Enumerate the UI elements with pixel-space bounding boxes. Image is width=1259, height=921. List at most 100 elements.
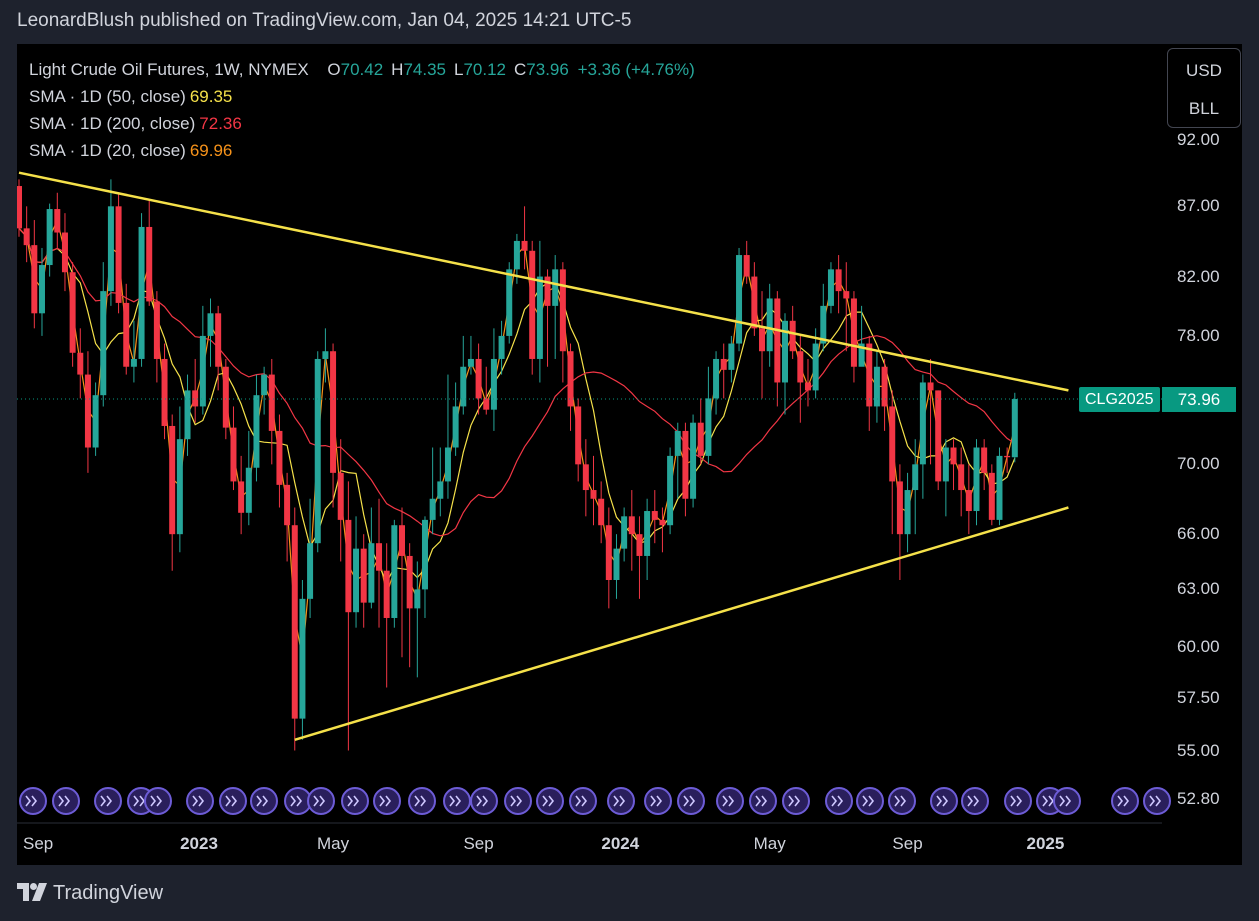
event-marker-icon[interactable] (1053, 787, 1081, 815)
currency-unit-box[interactable]: USD BLL (1167, 48, 1241, 128)
candle (23, 206, 30, 263)
candle-body (605, 525, 612, 581)
candle (506, 262, 513, 344)
candle-body (421, 519, 428, 590)
candle (360, 534, 367, 628)
candle (84, 351, 91, 473)
candle (904, 472, 911, 553)
candle (713, 351, 720, 415)
event-marker-icon[interactable] (94, 787, 122, 815)
candle (238, 455, 245, 535)
price-tick-label: 92.00 (1177, 130, 1220, 149)
candle-body (130, 358, 137, 367)
candle (965, 464, 972, 535)
event-marker-icon[interactable] (644, 787, 672, 815)
candle-body (161, 358, 168, 426)
candle-body (927, 382, 934, 391)
event-marker-icon[interactable] (504, 787, 532, 815)
event-marker-icon[interactable] (144, 787, 172, 815)
event-marker-icon[interactable] (749, 787, 777, 815)
event-marker-icon[interactable] (961, 787, 989, 815)
candle (38, 247, 45, 336)
candle-body (169, 425, 176, 535)
candle (981, 439, 988, 491)
candle-body (850, 298, 857, 367)
candle (184, 374, 191, 456)
event-marker-icon[interactable] (1111, 787, 1139, 815)
event-marker-icon[interactable] (250, 787, 278, 815)
event-marker-icon[interactable] (607, 787, 635, 815)
candle (797, 335, 804, 423)
trendline-upper[interactable] (18, 171, 1069, 392)
candle-body (950, 447, 957, 465)
candle-body (391, 525, 398, 618)
event-marker-icon[interactable] (825, 787, 853, 815)
indicator-row[interactable]: SMA · 1D (200, close) 72.36 (29, 110, 695, 137)
candle-body (1004, 455, 1011, 458)
event-marker-icon[interactable] (930, 787, 958, 815)
event-marker-icon[interactable] (470, 787, 498, 815)
ohlc-value: 74.35 (403, 60, 446, 79)
price-chart[interactable] (17, 44, 1242, 865)
candle (835, 255, 842, 314)
event-marker-icon[interactable] (307, 787, 335, 815)
candle-body (238, 481, 245, 513)
candle (973, 439, 980, 526)
candles (17, 179, 1018, 751)
candle (674, 422, 681, 499)
event-marker-icon[interactable] (677, 787, 705, 815)
candle-body (475, 358, 482, 399)
tradingview-logo[interactable]: TradingView (17, 882, 163, 905)
event-marker-icon[interactable] (569, 787, 597, 815)
sma-20-line (18, 218, 1016, 658)
candle-body (153, 301, 160, 359)
event-marker-icon[interactable] (373, 787, 401, 815)
candle-body (376, 543, 383, 571)
event-marker-icon[interactable] (888, 787, 916, 815)
indicator-row[interactable]: SMA · 1D (20, close) 69.96 (29, 137, 695, 164)
event-marker-icon[interactable] (341, 787, 369, 815)
event-markers[interactable] (19, 787, 1171, 815)
event-marker-icon[interactable] (536, 787, 564, 815)
candle-body (31, 245, 38, 314)
event-marker-icon[interactable] (716, 787, 744, 815)
candle-body (360, 548, 367, 603)
candle-body (889, 406, 896, 482)
candle (406, 543, 413, 668)
event-marker-icon[interactable] (856, 787, 884, 815)
candle-body (215, 313, 222, 367)
event-marker-icon[interactable] (443, 787, 471, 815)
candle (881, 358, 888, 431)
chart-pane[interactable]: Light Crude Oil Futures, 1W, NYMEX O70.4… (17, 44, 1242, 865)
event-marker-icon[interactable] (186, 787, 214, 815)
price-tick-label: 87.00 (1177, 196, 1220, 216)
candle-body (506, 269, 513, 336)
symbol-title[interactable]: Light Crude Oil Futures, 1W, NYMEX (29, 60, 309, 79)
event-marker-icon[interactable] (219, 787, 247, 815)
candle (383, 543, 390, 688)
candle (61, 213, 68, 292)
event-marker-icon[interactable] (19, 787, 47, 815)
candle (368, 507, 375, 609)
indicator-row[interactable]: SMA · 1D (50, close) 69.35 (29, 83, 695, 110)
symbol-price-tag: CLG2025 (1079, 387, 1160, 413)
candle (284, 472, 291, 562)
candle (153, 291, 160, 383)
ohlc-value: 70.42 (340, 60, 384, 79)
event-marker-icon[interactable] (782, 787, 810, 815)
unit-label[interactable]: BLL (1188, 99, 1220, 118)
event-marker-icon[interactable] (1004, 787, 1032, 815)
candle-body (919, 382, 926, 465)
candle-body (46, 209, 53, 266)
event-marker-icon[interactable] (1143, 787, 1171, 815)
candle-body (414, 589, 421, 609)
trendline-lower[interactable] (294, 506, 1069, 742)
candle (130, 320, 137, 383)
currency-label[interactable]: USD (1186, 61, 1222, 80)
event-marker-icon[interactable] (408, 787, 436, 815)
candle-body (498, 335, 505, 359)
candle-body (782, 320, 788, 383)
candle (529, 240, 536, 375)
event-marker-icon[interactable] (52, 787, 80, 815)
candle-body (582, 464, 589, 491)
